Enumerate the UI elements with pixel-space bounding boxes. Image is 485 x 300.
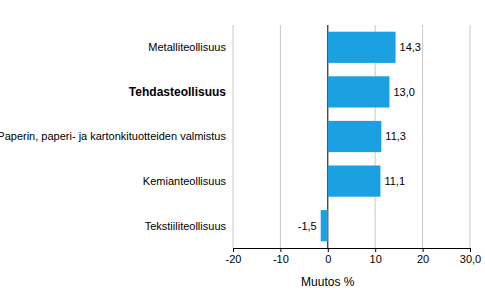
axis-title: Muutos % bbox=[301, 275, 355, 289]
tick-label: -10 bbox=[273, 253, 289, 265]
data-label: 14,3 bbox=[400, 41, 421, 53]
tick-label: -20 bbox=[226, 253, 242, 265]
bar bbox=[328, 165, 381, 196]
bar bbox=[328, 121, 382, 152]
tick-label: 10 bbox=[370, 253, 382, 265]
tick-mark bbox=[233, 248, 234, 252]
bar bbox=[321, 210, 328, 241]
category-label: Metalliteollisuus bbox=[148, 41, 226, 53]
data-label: 11,1 bbox=[384, 175, 405, 187]
tick-mark bbox=[280, 248, 281, 252]
data-label: 11,3 bbox=[385, 130, 406, 142]
x-axis: -20 -10 0 10 20 30,0 bbox=[226, 248, 482, 265]
grid-line bbox=[422, 25, 423, 248]
tick: 10 bbox=[370, 248, 382, 265]
category-label: Tekstiiliteollisuus bbox=[145, 220, 227, 232]
tick-mark bbox=[423, 248, 424, 252]
tick: -10 bbox=[273, 248, 289, 265]
tick-label: 30,0 bbox=[460, 253, 481, 265]
tick: 0 bbox=[325, 248, 331, 265]
category-label: Tehdasteollisuus bbox=[129, 85, 226, 99]
tick-mark bbox=[328, 248, 329, 252]
bars bbox=[321, 32, 396, 242]
data-labels: 14,3 13,0 11,3 11,1 -1,5 bbox=[298, 41, 421, 231]
data-label: -1,5 bbox=[298, 220, 317, 232]
grid bbox=[233, 25, 470, 248]
plot: 14,3 13,0 11,3 11,1 -1,5 -20 -10 0 10 20 30,0 Metal… bbox=[0, 25, 481, 265]
tick-mark bbox=[470, 248, 471, 252]
bar bbox=[328, 32, 396, 63]
tick-label: 20 bbox=[417, 253, 429, 265]
grid-line bbox=[470, 25, 471, 248]
grid-line bbox=[233, 25, 234, 248]
axis-line bbox=[234, 249, 471, 253]
data-label: 13,0 bbox=[393, 86, 414, 98]
tick: 30,0 bbox=[460, 248, 481, 265]
chart: 14,3 13,0 11,3 11,1 -1,5 -20 -10 0 10 20 30,0 Metal… bbox=[0, 0, 485, 300]
tick: 20 bbox=[417, 248, 429, 265]
category-label: Kemianteollisuus bbox=[143, 175, 227, 187]
tick-mark bbox=[375, 248, 376, 252]
tick: -20 bbox=[226, 248, 242, 265]
grid-line bbox=[280, 25, 281, 248]
category-label: Paperin, paperi- ja kartonkituotteiden v… bbox=[0, 130, 226, 142]
bar bbox=[328, 76, 390, 107]
tick-label: 0 bbox=[325, 253, 331, 265]
y-axis: Metalliteollisuus Tehdasteollisuus Paperin… bbox=[0, 41, 226, 231]
